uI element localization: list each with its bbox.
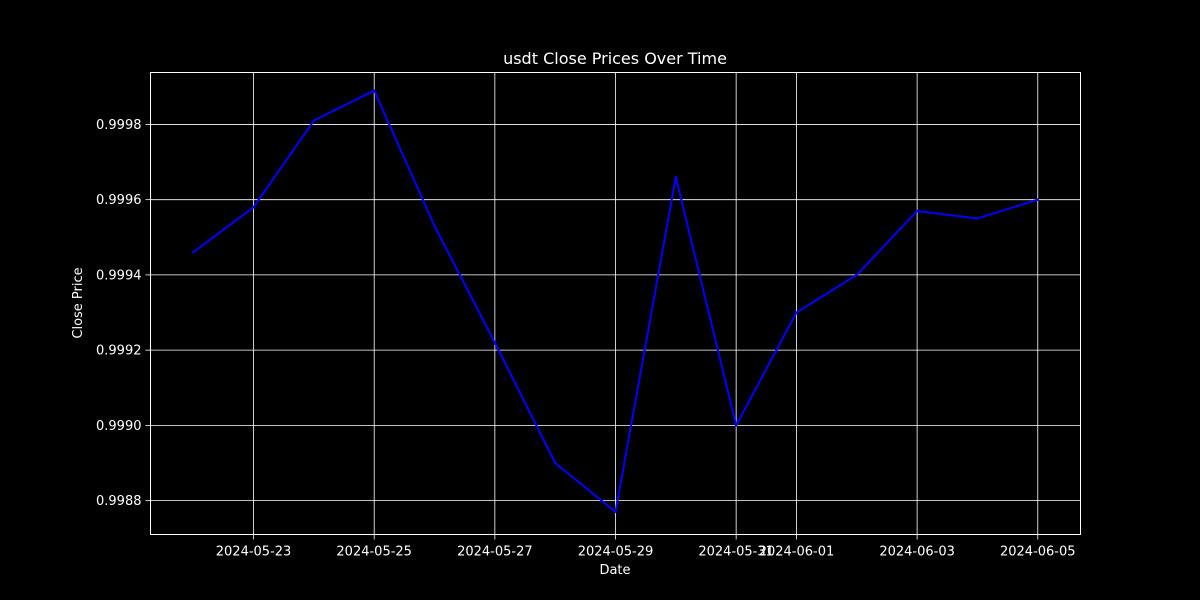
x-tick-label: 2024-05-31 [698, 545, 774, 560]
x-axis-title: Date [599, 563, 630, 578]
x-tick-label: 2024-06-01 [759, 545, 835, 560]
chart-title: usdt Close Prices Over Time [503, 49, 727, 68]
y-tick-label: 0.9996 [96, 193, 142, 208]
data-point [252, 205, 255, 209]
y-tick-label: 0.9990 [96, 419, 142, 434]
data-point [493, 341, 497, 344]
x-tick-label: 2024-06-05 [1000, 545, 1076, 560]
y-axis-title: Close Price [71, 267, 86, 338]
data-point [614, 510, 617, 514]
y-tick-label: 0.9992 [96, 344, 142, 359]
data-point [1036, 198, 1039, 201]
data-point [855, 273, 858, 277]
data-point [433, 224, 436, 228]
x-tick-label: 2024-06-03 [879, 545, 955, 560]
data-point [976, 217, 979, 220]
y-tick-label: 0.9998 [96, 118, 142, 133]
x-tick-label: 2024-05-23 [216, 545, 292, 560]
data-point [192, 251, 195, 254]
data-point [915, 209, 919, 213]
x-tick-label: 2024-05-27 [457, 545, 533, 560]
y-tick-label: 0.9988 [96, 494, 142, 509]
data-point [553, 461, 557, 465]
data-point [734, 424, 738, 427]
x-tick-label: 2024-05-29 [578, 545, 654, 560]
ticks: 2024-05-23 2024-05-25 2024-05-27 2024-05-29… [96, 118, 1076, 560]
x-tick-label: 2024-05-25 [336, 545, 412, 560]
y-tick-label: 0.9994 [96, 268, 142, 283]
data-point [674, 175, 678, 179]
data-point [795, 311, 798, 314]
data-point [312, 119, 316, 122]
grid [150, 72, 1081, 535]
series-layer [192, 89, 1039, 514]
data-point [373, 89, 376, 92]
